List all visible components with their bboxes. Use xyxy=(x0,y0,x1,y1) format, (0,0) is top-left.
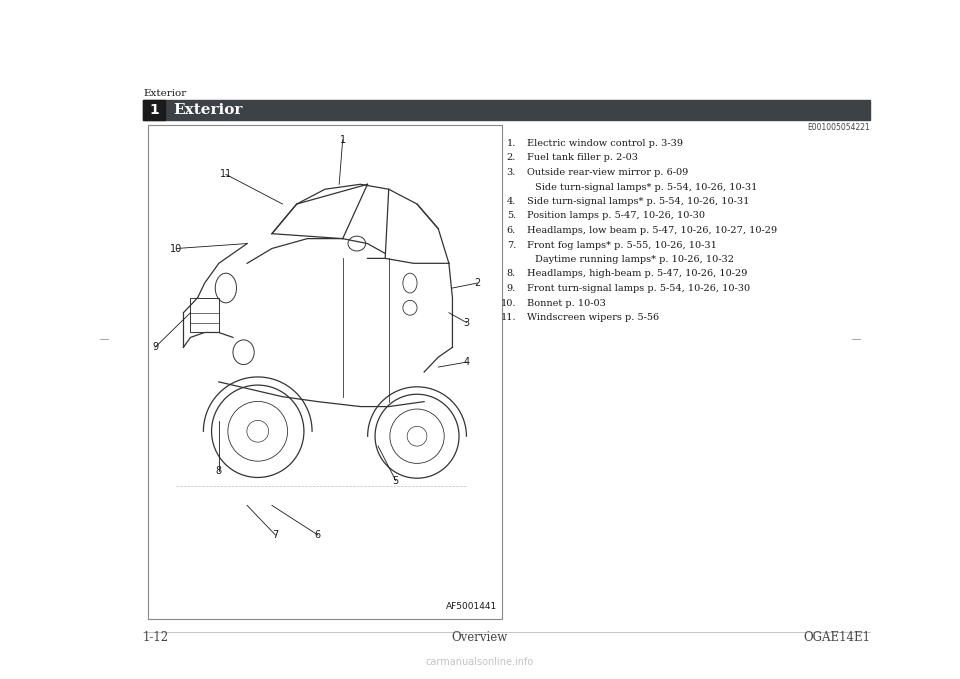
Bar xyxy=(143,100,870,120)
Text: Exterior: Exterior xyxy=(173,103,242,117)
Text: Headlamps, high-beam p. 5-47, 10-26, 10-29: Headlamps, high-beam p. 5-47, 10-26, 10-… xyxy=(527,270,748,278)
Text: Side turn-signal lamps* p. 5-54, 10-26, 10-31: Side turn-signal lamps* p. 5-54, 10-26, … xyxy=(527,197,750,206)
Text: 7.: 7. xyxy=(507,240,516,249)
Text: 9: 9 xyxy=(152,342,158,352)
Text: 4.: 4. xyxy=(507,197,516,206)
Text: Daytime running lamps* p. 10-26, 10-32: Daytime running lamps* p. 10-26, 10-32 xyxy=(535,255,734,264)
Bar xyxy=(143,100,165,120)
Text: 10: 10 xyxy=(170,244,182,253)
Text: 2: 2 xyxy=(474,278,480,288)
Text: Exterior: Exterior xyxy=(143,89,186,98)
Text: 1: 1 xyxy=(340,135,346,145)
Text: Bonnet p. 10-03: Bonnet p. 10-03 xyxy=(527,299,606,308)
Text: 9.: 9. xyxy=(507,284,516,293)
Text: 1-12: 1-12 xyxy=(143,631,169,644)
Bar xyxy=(148,125,502,619)
Text: 11: 11 xyxy=(220,169,232,179)
Text: Outside rear-view mirror p. 6-09: Outside rear-view mirror p. 6-09 xyxy=(527,168,688,177)
Bar xyxy=(190,298,219,333)
Text: 7: 7 xyxy=(273,530,278,540)
Text: 8.: 8. xyxy=(507,270,516,278)
Text: carmanualsonline.info: carmanualsonline.info xyxy=(426,657,534,667)
Text: Windscreen wipers p. 5-56: Windscreen wipers p. 5-56 xyxy=(527,313,660,322)
Text: 6: 6 xyxy=(315,530,321,540)
Text: 3: 3 xyxy=(464,318,469,327)
Text: 5: 5 xyxy=(393,476,399,485)
Text: Headlamps, low beam p. 5-47, 10-26, 10-27, 10-29: Headlamps, low beam p. 5-47, 10-26, 10-2… xyxy=(527,226,778,235)
Text: 11.: 11. xyxy=(500,313,516,322)
Text: Front fog lamps* p. 5-55, 10-26, 10-31: Front fog lamps* p. 5-55, 10-26, 10-31 xyxy=(527,240,717,249)
Text: 5.: 5. xyxy=(507,211,516,221)
Text: E001005054221: E001005054221 xyxy=(807,123,870,132)
Text: AF5001441: AF5001441 xyxy=(445,602,497,611)
Text: 1: 1 xyxy=(149,103,158,117)
Text: 10.: 10. xyxy=(500,299,516,308)
Text: 6.: 6. xyxy=(507,226,516,235)
Text: 3.: 3. xyxy=(507,168,516,177)
Text: 2.: 2. xyxy=(507,153,516,162)
Text: 8: 8 xyxy=(216,466,222,476)
Text: 4: 4 xyxy=(464,357,469,367)
Text: 1.: 1. xyxy=(507,139,516,148)
Text: OGAE14E1: OGAE14E1 xyxy=(803,631,870,644)
Text: Side turn-signal lamps* p. 5-54, 10-26, 10-31: Side turn-signal lamps* p. 5-54, 10-26, … xyxy=(535,183,757,191)
Text: Position lamps p. 5-47, 10-26, 10-30: Position lamps p. 5-47, 10-26, 10-30 xyxy=(527,211,705,221)
Text: Overview: Overview xyxy=(452,631,508,644)
Text: Electric window control p. 3-39: Electric window control p. 3-39 xyxy=(527,139,683,148)
Text: Front turn-signal lamps p. 5-54, 10-26, 10-30: Front turn-signal lamps p. 5-54, 10-26, … xyxy=(527,284,750,293)
Text: Fuel tank filler p. 2-03: Fuel tank filler p. 2-03 xyxy=(527,153,638,162)
